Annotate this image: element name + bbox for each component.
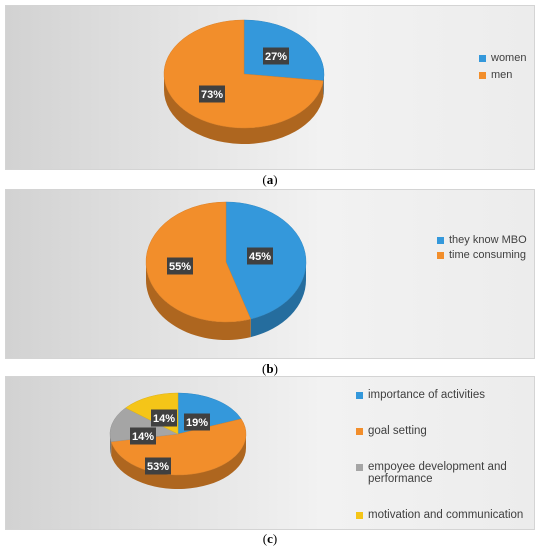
chart-panel-a: 27% 73% women men <box>5 5 535 170</box>
caption-b: (b) <box>262 361 278 376</box>
pie-slice-1 <box>145 201 252 323</box>
legend-label: motivation and communication <box>368 509 524 521</box>
legend-label: importance of activities <box>368 389 485 401</box>
legend-item-0: they know MBO <box>437 234 532 246</box>
data-label-bg <box>199 85 225 103</box>
caption-c: (c) <box>262 531 278 546</box>
data-label-0: 27% <box>263 47 289 65</box>
data-label-3: 14% <box>151 409 177 427</box>
data-label-0: 19% <box>184 413 210 431</box>
pie-side-1 <box>164 74 324 145</box>
legend-swatch <box>356 512 363 519</box>
data-label-bg <box>263 47 289 65</box>
legend-item-0: importance of activities <box>356 389 531 401</box>
data-label-text: 53% <box>147 461 169 473</box>
legend-b: they know MBO time consuming <box>437 234 532 261</box>
legend-label: empoyee development and performance <box>368 461 507 485</box>
data-label-bg <box>184 413 210 431</box>
data-label-bg <box>145 457 171 475</box>
pie-side-2 <box>110 434 112 456</box>
data-label-0: 45% <box>247 247 273 265</box>
pie-chart-c: 19% 53% 14% 14% <box>109 392 247 489</box>
data-label-2: 14% <box>130 427 156 445</box>
legend-label: they know MBO <box>449 234 527 246</box>
chart-panel-b: 45% 55% they know MBO time consuming <box>5 189 535 359</box>
data-label-bg <box>167 257 193 275</box>
legend-label: men <box>491 69 513 81</box>
pie-sides <box>146 262 306 340</box>
legend-swatch <box>356 392 363 399</box>
pie-slice-1 <box>110 418 247 476</box>
data-label-1: 73% <box>199 85 225 103</box>
caption-a: (a) <box>262 172 278 187</box>
legend-label: women <box>491 52 527 64</box>
legend-a: women men <box>479 52 529 81</box>
chart-panel-c: 19% 53% 14% 14% importance of activities goa… <box>5 376 535 530</box>
legend-swatch <box>437 252 444 259</box>
pie-slice-2 <box>109 407 179 442</box>
legend-swatch <box>479 55 486 62</box>
pie-chart-a: 27% 73% <box>163 19 325 145</box>
data-label-bg <box>247 247 273 265</box>
data-label-1: 53% <box>145 457 171 475</box>
data-label-text: 27% <box>265 51 287 63</box>
data-label-text: 45% <box>249 251 271 263</box>
legend-item-3: motivation and communication <box>356 509 531 521</box>
legend-item-1: goal setting <box>356 425 531 437</box>
pie-sides <box>164 74 324 145</box>
data-label-bg <box>151 409 177 427</box>
data-label-text: 14% <box>132 431 154 443</box>
pie-chart-b: 45% 55% <box>145 201 307 340</box>
legend-item-1: men <box>479 69 529 81</box>
data-label-1: 55% <box>167 257 193 275</box>
pie-side-0 <box>323 74 324 97</box>
data-label-text: 55% <box>169 261 191 273</box>
data-label-text: 19% <box>186 417 208 429</box>
legend-item-0: women <box>479 52 529 64</box>
legend-swatch <box>437 237 444 244</box>
data-label-text: 14% <box>153 413 175 425</box>
pie-side-0 <box>250 262 306 338</box>
legend-label: goal setting <box>368 425 427 437</box>
legend-item-2: empoyee development and performance <box>356 461 531 485</box>
legend-label: time consuming <box>449 249 527 261</box>
legend-swatch <box>356 464 363 471</box>
data-label-text: 73% <box>201 89 223 101</box>
legend-item-1: time consuming <box>437 249 532 261</box>
legend-swatch <box>356 428 363 435</box>
legend-swatch <box>479 72 486 79</box>
pie-side-1 <box>146 262 251 340</box>
legend-c: importance of activities goal setting empo… <box>356 389 531 521</box>
pie-side-1 <box>111 434 246 489</box>
data-label-bg <box>130 427 156 445</box>
pie-sides <box>110 434 246 489</box>
